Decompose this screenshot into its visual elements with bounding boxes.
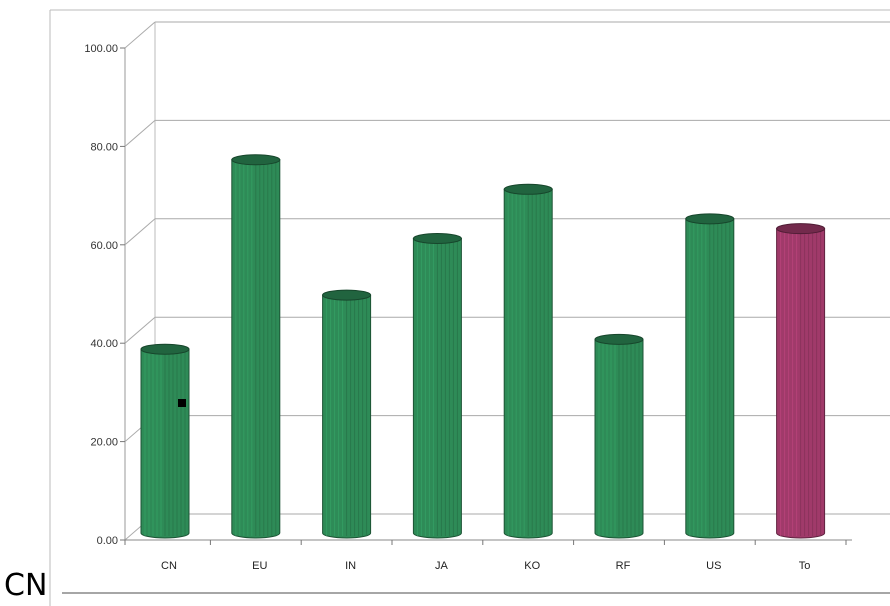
bar-ja (412, 233, 462, 539)
y-tick-label: 40.00 (90, 338, 118, 350)
bar-rf (594, 333, 644, 539)
grid-diagonal (124, 120, 156, 147)
y-tick-label: 0.00 (97, 535, 118, 547)
bar-eu (231, 154, 281, 539)
bar-us (685, 213, 735, 539)
x-tick-label-us: US (706, 560, 721, 572)
caption-label: CN (4, 568, 48, 603)
y-tick-label: 20.00 (90, 437, 118, 449)
grid-diagonal (124, 21, 156, 49)
x-tick-label-rf: RF (616, 560, 631, 572)
y-tick-label: 80.00 (90, 141, 118, 153)
x-tick-label-ja: JA (435, 560, 449, 572)
bar-in (322, 289, 372, 539)
y-tick-label: 100.00 (84, 43, 118, 55)
grid-diagonal (124, 218, 156, 246)
x-tick-label-to: To (799, 560, 811, 572)
y-axis: 0.00 20.00 40.00 60.00 80.00 100.00 (84, 43, 125, 547)
x-tick-label-eu: EU (252, 560, 267, 572)
bar-cn (140, 343, 190, 539)
grid-diagonal (124, 316, 156, 344)
bar-series (140, 154, 826, 539)
y-tick-label: 60.00 (90, 240, 118, 252)
bar-ko (503, 183, 553, 539)
x-tick-label-cn: CN (161, 560, 177, 572)
bar-to (776, 223, 826, 539)
x-tick-label-in: IN (345, 560, 356, 572)
cursor-marker (178, 399, 186, 407)
caption-rule (62, 592, 890, 594)
x-tick-label-ko: KO (524, 560, 540, 572)
x-axis: CN EU IN JA KO RF US To (124, 540, 847, 572)
